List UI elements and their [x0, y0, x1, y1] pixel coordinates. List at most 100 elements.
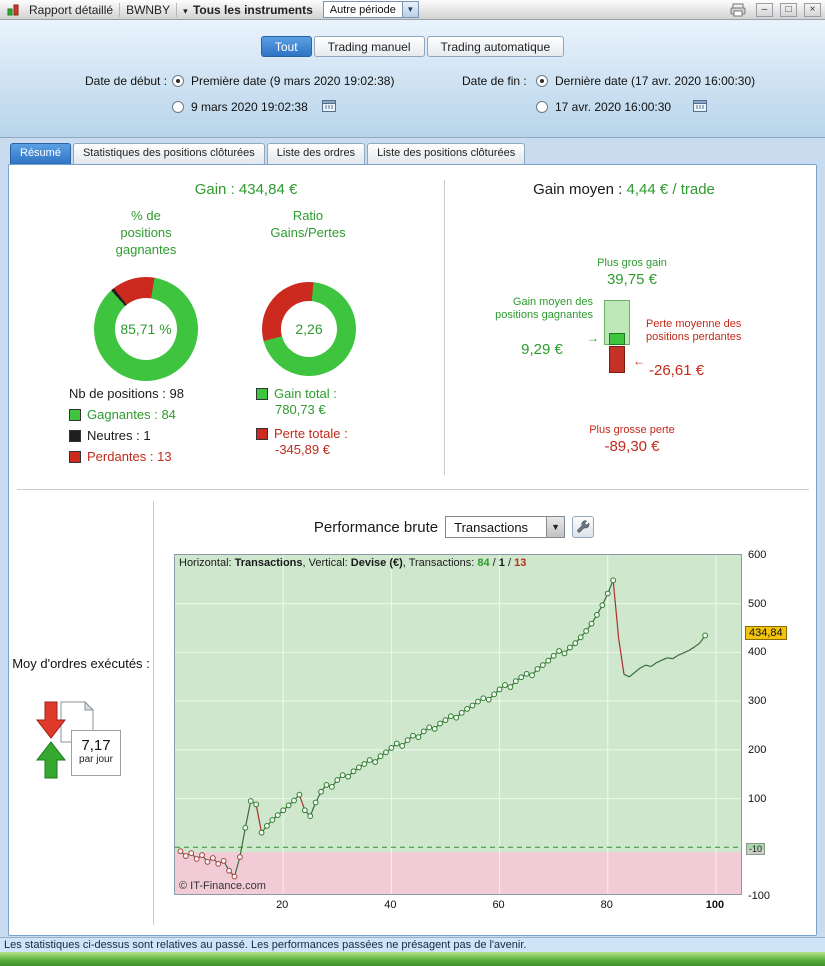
- x-axis-labels: 20 40 60 80 100: [174, 899, 742, 913]
- split-level-tag: -10: [746, 843, 766, 856]
- close-button[interactable]: ×: [804, 2, 821, 17]
- avg-gain-heading: Gain moyen : 4,44 € / trade: [533, 181, 715, 198]
- max-loss-value: -89,30 €: [604, 438, 660, 455]
- avg-loss-label: Perte moyenne des positions perdantes: [646, 318, 742, 343]
- performance-chart[interactable]: [174, 554, 742, 895]
- green-square-icon: [256, 388, 268, 400]
- x-tick-label: 60: [492, 899, 505, 911]
- horizontal-divider: [17, 489, 809, 490]
- avg-orders-box: 7,17 par jour: [71, 730, 121, 776]
- end-calendar-icon[interactable]: [693, 99, 707, 115]
- maximize-button[interactable]: □: [780, 2, 797, 17]
- period-combobox[interactable]: Autre période ▼: [322, 1, 419, 18]
- start-date-label: Date de début :: [85, 74, 168, 88]
- chart-legend: Horizontal: Transactions, Vertical: Devi…: [179, 557, 527, 569]
- combo-arrow-icon[interactable]: ▼: [546, 517, 565, 537]
- win-percent-value: 85,71 %: [115, 298, 177, 360]
- y-tick-label: 400: [748, 646, 767, 659]
- red-square-icon: [256, 428, 268, 440]
- vertical-divider: [153, 501, 154, 925]
- max-loss-label: Plus grosse perte: [589, 424, 675, 436]
- radio-start-custom-date[interactable]: [172, 101, 184, 113]
- gain-total-value: 780,73 €: [275, 402, 326, 417]
- status-bar: Les statistiques ci-dessus sont relative…: [0, 937, 825, 952]
- taskbar-strip: [0, 952, 825, 966]
- avg-orders-value: 7,17: [81, 737, 111, 754]
- account-label[interactable]: BWNBY: [126, 2, 171, 17]
- tab-resume[interactable]: Résumé: [10, 143, 71, 164]
- y-tick-label: 300: [748, 695, 767, 708]
- y-tick-label: 200: [748, 743, 767, 756]
- y-tick-label: 100: [748, 792, 767, 805]
- black-square-icon: [69, 430, 81, 442]
- gain-heading: Gain : 434,84 €: [194, 181, 298, 198]
- start-custom-date-option: 9 mars 2020 19:02:38: [191, 100, 308, 114]
- positions-count: Nb de positions : 98: [69, 386, 184, 401]
- positions-block: Nb de positions : 98 Gagnantes : 84 Neut…: [69, 386, 184, 464]
- y-tick-label: -100: [748, 890, 771, 902]
- performance-title: Performance brute: [313, 518, 439, 536]
- mode-tab-trading-manuel[interactable]: Trading manuel: [313, 36, 425, 57]
- report-tabs: Résumé Statistiques des positions clôtur…: [10, 143, 817, 164]
- instruments-dropdown[interactable]: ▾ Tous les instruments: [183, 3, 313, 17]
- tab-liste-positions[interactable]: Liste des positions clôturées: [367, 143, 526, 164]
- last-value-tag: 434,84: [745, 626, 787, 641]
- avg-win-label: Gain moyen des positions gagnantes: [495, 296, 593, 321]
- series-combobox[interactable]: Transactions ▼: [445, 516, 566, 538]
- totals-block: Gain total : 780,73 € Perte totale : -34…: [256, 386, 348, 457]
- radio-start-first-date[interactable]: [172, 75, 184, 87]
- x-tick-label: 80: [600, 899, 613, 911]
- titlebar: Rapport détaillé BWNBY ▾ Tous les instru…: [0, 0, 825, 20]
- x-tick-label: 40: [384, 899, 397, 911]
- tab-liste-ordres[interactable]: Liste des ordres: [266, 143, 366, 164]
- green-square-icon: [69, 409, 81, 421]
- filter-bar: Tout Trading manuel Trading automatique …: [0, 20, 825, 138]
- radio-end-custom-date[interactable]: [536, 101, 548, 113]
- avg-loss-bar: [609, 346, 625, 373]
- period-value: Autre période: [329, 3, 396, 16]
- start-first-date-option: Première date (9 mars 2020 19:02:38): [191, 74, 395, 88]
- avg-loss-value: -26,61 €: [649, 362, 705, 379]
- arrow-right-icon: →: [587, 331, 599, 345]
- axis-tags: 434,84 -10: [745, 554, 806, 895]
- ratio-donut: 2,26: [262, 282, 356, 376]
- chart-settings-button[interactable]: [572, 516, 595, 538]
- y-tick-label: 500: [748, 597, 767, 610]
- mode-tab-tout[interactable]: Tout: [260, 36, 312, 57]
- mode-tab-trading-automatique[interactable]: Trading automatique: [426, 36, 565, 57]
- legend-neutres: Neutres : 1: [69, 428, 184, 443]
- win-percent-title: % de positions gagnantes: [115, 208, 177, 257]
- combo-arrow-icon[interactable]: ▼: [401, 2, 418, 17]
- end-custom-date-option: 17 avr. 2020 16:00:30: [555, 100, 672, 114]
- win-percent-donut: 85,71 %: [94, 277, 198, 381]
- radio-end-last-date[interactable]: [536, 75, 548, 87]
- y-axis-labels: 600 500 400 300 200 100 -100: [746, 549, 806, 902]
- print-button[interactable]: [727, 3, 749, 17]
- avg-orders-label: Moy d'ordres exécutés :: [12, 656, 150, 671]
- summary-panel: Gain : 434,84 € % de positions gagnantes…: [8, 164, 817, 936]
- avg-win-value: 9,29 €: [521, 341, 563, 358]
- app-icon: [4, 4, 23, 16]
- tab-statistiques[interactable]: Statistiques des positions clôturées: [72, 143, 265, 164]
- gain-total-row: Gain total :: [256, 386, 348, 401]
- x-tick-label: 20: [276, 899, 289, 911]
- arrow-left-icon: ←: [633, 354, 645, 368]
- x-tick-label: 100: [705, 899, 725, 911]
- separator: [176, 2, 178, 17]
- y-tick-label: 600: [748, 549, 767, 561]
- watermark: © IT-Finance.com: [179, 880, 266, 892]
- legend-perdantes: Perdantes : 13: [69, 449, 184, 464]
- end-date-label: Date de fin :: [462, 74, 527, 88]
- start-calendar-icon[interactable]: [322, 99, 336, 115]
- mode-tabs: Tout Trading manuel Trading automatique: [0, 36, 825, 57]
- vertical-divider: [444, 180, 445, 475]
- avg-win-bar: [609, 333, 625, 345]
- legend-gagnantes: Gagnantes : 84: [69, 407, 184, 422]
- red-square-icon: [69, 451, 81, 463]
- ratio-title: Ratio Gains/Pertes: [270, 208, 346, 240]
- perte-totale-row: Perte totale :: [256, 426, 348, 441]
- caret-down-icon: ▾: [183, 5, 188, 16]
- minimize-button[interactable]: –: [756, 2, 773, 17]
- instruments-label: Tous les instruments: [192, 2, 313, 17]
- avg-orders-unit: par jour: [79, 754, 113, 765]
